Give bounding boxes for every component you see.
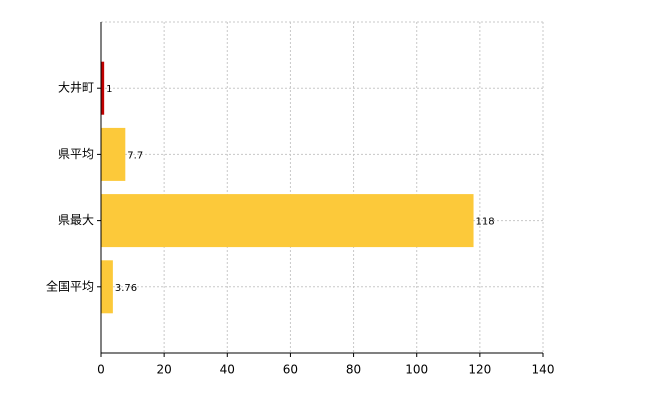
bar <box>101 61 105 115</box>
x-tick-label: 40 <box>220 363 235 377</box>
x-tick-label: 80 <box>346 363 361 377</box>
value-label: 7.7 <box>127 150 143 161</box>
x-tick-label: 60 <box>283 363 298 377</box>
y-tick-label: 全国平均 <box>46 278 94 293</box>
y-tick-label: 県最大 <box>58 213 94 227</box>
value-label: 3.76 <box>115 283 137 294</box>
value-label: 118 <box>476 217 495 228</box>
x-tick-label: 140 <box>532 363 555 377</box>
value-label: 1 <box>106 84 112 95</box>
x-tick-label: 100 <box>405 363 428 377</box>
bar <box>101 194 474 248</box>
y-tick-label: 大井町 <box>58 81 94 95</box>
bar <box>101 127 126 181</box>
x-tick-label: 120 <box>468 363 491 377</box>
x-tick-label: 20 <box>157 363 172 377</box>
y-tick-label: 県平均 <box>58 147 94 161</box>
x-tick-label: 0 <box>97 363 105 377</box>
bar <box>101 260 113 314</box>
